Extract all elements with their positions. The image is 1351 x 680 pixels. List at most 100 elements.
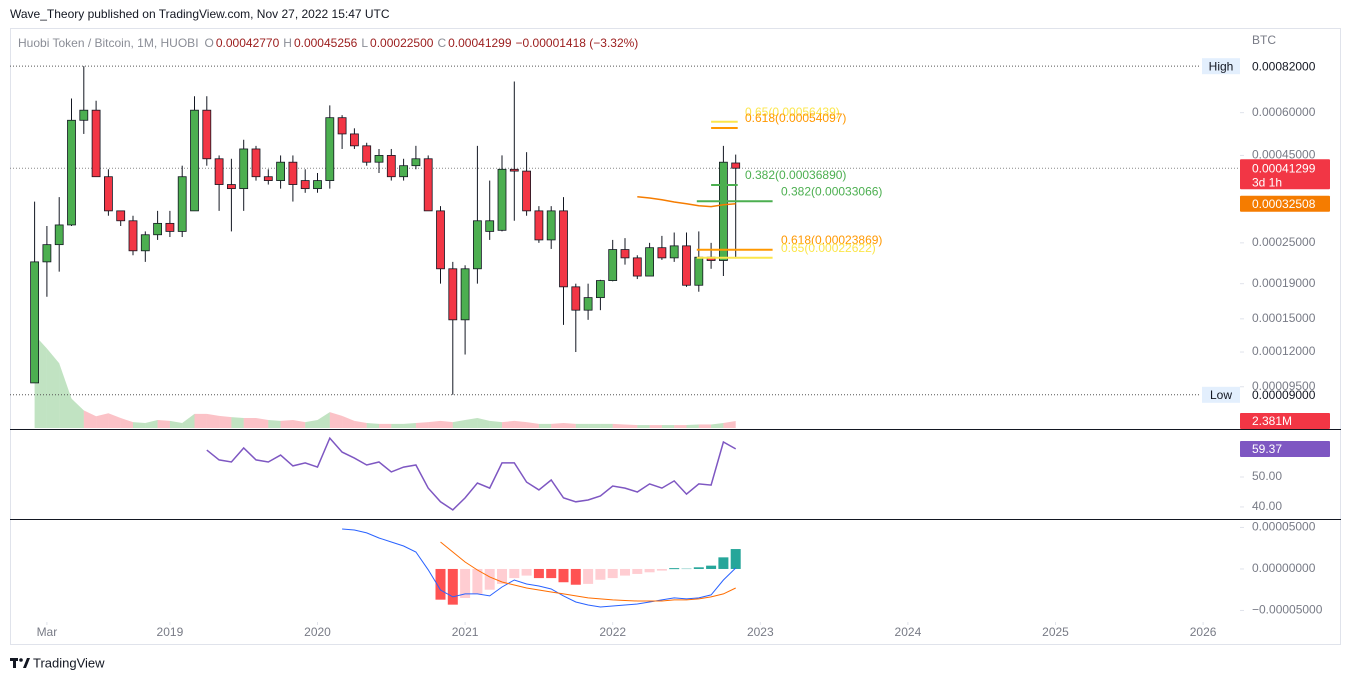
candle-body: [546, 210, 556, 241]
candle-body: [645, 247, 654, 277]
extreme-name: High: [1209, 59, 1234, 73]
extreme-tag: [1202, 386, 1240, 403]
legend: Huobi Token / Bitcoin, 1M, HUOBI O 0.00042…: [18, 36, 642, 50]
x-tick-label: 2024: [895, 625, 922, 639]
histogram-bar: [730, 549, 741, 569]
histogram-bar: [435, 568, 446, 600]
volume-area: [428, 420, 441, 428]
volume-area: [243, 417, 256, 428]
volume-area: [157, 420, 170, 428]
y-tick-label: −0.00005000: [1252, 603, 1323, 617]
y-tick-label: 0.00019000: [1252, 276, 1316, 290]
volume-area: [120, 417, 133, 428]
countdown: 3d 1h: [1252, 175, 1282, 189]
brand: TradingView: [33, 655, 105, 670]
volume-area: [256, 417, 269, 428]
histogram-bar: [656, 568, 667, 571]
level-label: 0.65(0.00056439): [745, 105, 840, 119]
volume-area: [71, 398, 84, 428]
volume-area: [231, 417, 244, 428]
volume-area: [219, 415, 232, 428]
histogram-bar: [472, 568, 483, 594]
volume-area: [600, 423, 613, 428]
candle-body: [177, 176, 187, 232]
volume-area: [489, 420, 502, 428]
volume-area: [465, 417, 478, 428]
x-tick-label: 2026: [1190, 625, 1217, 639]
level-label: 0.618(0.00023869): [781, 233, 882, 247]
ohlc-value: 0.00042770: [215, 36, 280, 50]
candle-body: [608, 249, 618, 281]
candle-body: [534, 210, 544, 241]
volume-area: [379, 423, 392, 428]
volume-area: [280, 420, 293, 428]
candle-body: [694, 256, 704, 286]
histogram-bar: [570, 568, 581, 585]
candle-body: [448, 268, 458, 321]
volume-area: [612, 423, 625, 428]
candle-body: [719, 161, 728, 261]
candle-body: [596, 280, 605, 299]
histogram-bar: [447, 568, 458, 605]
candle-body: [485, 220, 495, 232]
histogram-bar: [583, 568, 594, 584]
volume-area: [145, 420, 158, 428]
volume-area: [686, 424, 699, 428]
rsi-line: [206, 436, 737, 511]
candle-body: [472, 220, 482, 270]
candle-body: [559, 210, 568, 288]
candle-body: [140, 234, 150, 252]
histogram-bar: [521, 568, 532, 576]
y-tick-label: 50.00: [1252, 469, 1282, 483]
candle-body: [583, 297, 593, 311]
candle-body: [263, 176, 273, 181]
level-label: 0.382(0.00033066): [781, 184, 882, 198]
histogram-bar: [669, 568, 680, 570]
x-tick-label: 2023: [747, 625, 774, 639]
candle-body: [165, 222, 175, 232]
volume-area: [329, 412, 343, 428]
chart-frame: [10, 28, 1341, 645]
ohlc-key: L: [361, 36, 369, 50]
candle-body: [411, 158, 421, 167]
candle-body: [226, 184, 236, 190]
volume-area: [59, 363, 72, 428]
candle-body: [116, 210, 126, 222]
extreme-value: 0.00009000: [1252, 388, 1316, 402]
volume-value-box: [1240, 412, 1330, 429]
volume-area: [169, 420, 183, 428]
histogram-bar: [607, 568, 618, 579]
volume-area: [194, 413, 207, 428]
volume-area: [723, 420, 736, 428]
histogram-bar: [681, 568, 692, 570]
volume-area: [133, 422, 146, 428]
volume-area: [292, 420, 306, 428]
volume-area: [108, 413, 121, 428]
volume-area: [317, 412, 330, 428]
x-tick-label: 2022: [599, 625, 626, 639]
volume-area: [305, 420, 318, 428]
candle-body: [349, 133, 359, 147]
y-tick-label: 0.00025000: [1252, 235, 1316, 249]
volume-area: [403, 422, 416, 428]
candle-body: [399, 165, 409, 178]
candle-body: [67, 119, 76, 226]
volume-area: [698, 424, 712, 428]
y-tick-label: 0.00045000: [1252, 148, 1316, 162]
volume-area: [514, 420, 527, 428]
volume-area: [502, 420, 515, 428]
x-tick-label: 2019: [157, 625, 184, 639]
ohlc-value: 0.00022500: [370, 36, 434, 50]
candle-body: [276, 161, 286, 181]
volume-area: [182, 413, 195, 428]
candle-body: [288, 161, 298, 185]
histogram-bar: [644, 568, 655, 573]
volume-area: [649, 425, 662, 428]
histogram-bar: [558, 568, 569, 583]
candle-body: [522, 170, 531, 212]
logo: [10, 658, 30, 668]
candle-body: [337, 117, 347, 135]
candle-body: [509, 168, 519, 172]
volume-area: [415, 422, 429, 428]
